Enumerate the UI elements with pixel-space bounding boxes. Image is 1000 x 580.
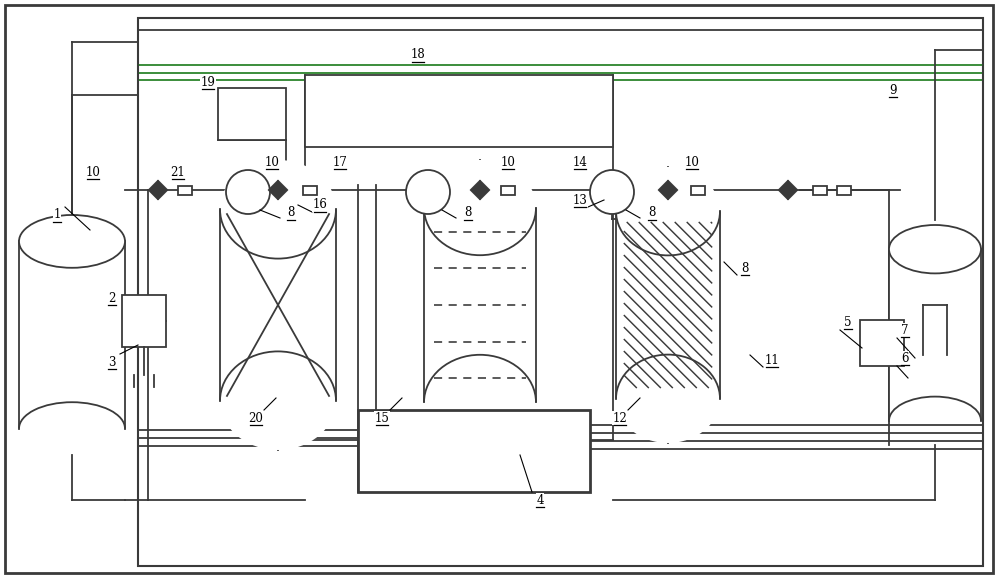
Polygon shape	[778, 180, 788, 200]
Polygon shape	[268, 180, 278, 200]
Ellipse shape	[616, 167, 720, 255]
Polygon shape	[470, 180, 480, 200]
Text: 15: 15	[375, 411, 389, 425]
Polygon shape	[158, 180, 168, 200]
Text: 10: 10	[501, 155, 515, 169]
Polygon shape	[658, 180, 668, 200]
Bar	[19, 241, 125, 429]
Text: 10: 10	[685, 155, 699, 169]
Bar	[501, 186, 515, 194]
Bar	[218, 88, 286, 140]
Bar	[837, 186, 851, 194]
Text: 10: 10	[265, 155, 279, 169]
Text: 10: 10	[86, 165, 100, 179]
Text: 16: 16	[313, 198, 327, 212]
Text: 17: 17	[333, 155, 347, 169]
Text: 7: 7	[901, 324, 909, 336]
Bar	[220, 209, 336, 401]
Text: 8: 8	[464, 206, 472, 219]
Polygon shape	[278, 180, 288, 200]
Ellipse shape	[424, 160, 536, 255]
Bar	[691, 186, 705, 194]
Text: 4: 4	[536, 494, 544, 506]
Text: 8: 8	[648, 206, 656, 219]
Text: 20: 20	[249, 411, 263, 425]
Text: 21: 21	[171, 165, 185, 179]
Bar	[358, 410, 590, 492]
Text: 1: 1	[53, 208, 61, 222]
Bar	[813, 186, 827, 194]
Text: 2: 2	[108, 292, 116, 304]
Text: 8: 8	[741, 262, 749, 274]
Polygon shape	[788, 180, 798, 200]
Text: 3: 3	[108, 356, 116, 368]
Ellipse shape	[616, 354, 720, 443]
Text: 13: 13	[573, 194, 587, 206]
Text: 5: 5	[844, 316, 852, 328]
Bar	[889, 249, 981, 421]
Text: 14: 14	[573, 155, 587, 169]
Text: 9: 9	[889, 84, 897, 96]
Bar	[178, 186, 192, 194]
Text: 8: 8	[287, 206, 295, 219]
Circle shape	[590, 170, 634, 214]
Polygon shape	[668, 180, 678, 200]
Polygon shape	[148, 180, 158, 200]
Ellipse shape	[220, 351, 336, 450]
Ellipse shape	[220, 160, 336, 259]
Ellipse shape	[889, 225, 981, 273]
Bar	[122, 295, 166, 347]
Circle shape	[226, 170, 270, 214]
Ellipse shape	[19, 215, 125, 268]
Bar	[138, 18, 983, 566]
Ellipse shape	[424, 355, 536, 450]
Circle shape	[406, 170, 450, 214]
Text: 18: 18	[411, 49, 425, 61]
Bar	[305, 75, 613, 147]
Polygon shape	[480, 180, 490, 200]
Text: 12: 12	[613, 411, 627, 425]
Bar	[424, 208, 536, 403]
Bar	[616, 211, 720, 399]
Text: 11: 11	[765, 353, 779, 367]
Bar	[303, 186, 317, 194]
Bar	[860, 320, 904, 366]
Text: 19: 19	[201, 75, 215, 89]
Text: 6: 6	[901, 351, 909, 364]
